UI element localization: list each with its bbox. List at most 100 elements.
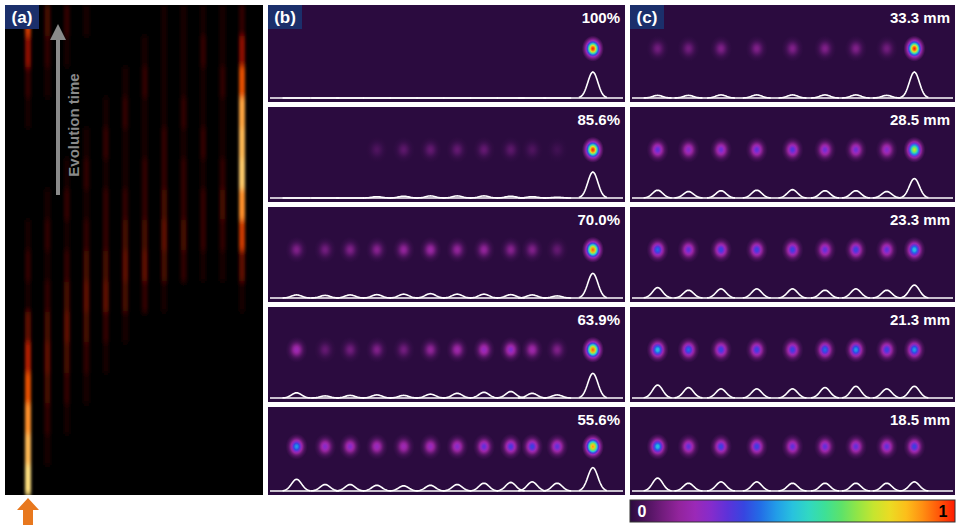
heatmap-cell [103, 341, 109, 373]
profile-baseline [632, 297, 953, 299]
heatmap-cell [103, 5, 109, 36]
spot [903, 434, 925, 460]
spot [366, 237, 388, 263]
heatmap-cell [64, 403, 70, 435]
profile-peak [336, 97, 364, 99]
spot [903, 337, 925, 363]
panel-letter-box [630, 5, 664, 29]
spot [366, 137, 388, 163]
spot [876, 237, 898, 263]
subpanel-background [630, 107, 955, 202]
heatmap-cell [103, 66, 109, 98]
heatmap-cell [83, 219, 89, 251]
heatmap-cell [25, 433, 31, 465]
profile-peak [779, 483, 807, 491]
profile-peak [470, 294, 498, 298]
heatmap-cell [83, 250, 89, 282]
spot [339, 137, 361, 163]
heatmap-cell [44, 66, 50, 98]
spot [446, 137, 468, 163]
profile-peak [579, 72, 607, 97]
heatmap-cell [44, 311, 50, 343]
profile-peak [707, 191, 735, 198]
row-label: 33.3 mm [890, 9, 950, 26]
heatmap-cell [83, 403, 89, 435]
heatmap-cell [103, 372, 109, 404]
spot [286, 237, 308, 263]
profile-peak [470, 392, 498, 398]
subpanel-background [630, 5, 955, 102]
heatmap-cell [103, 35, 109, 67]
panel-letter: (a) [5, 5, 39, 29]
subpanel-marks [270, 137, 623, 198]
spot [814, 36, 836, 62]
profile-peak [811, 95, 839, 98]
spot [314, 434, 336, 460]
heatmap-cell [25, 280, 31, 312]
heatmap-cell [220, 188, 226, 220]
subpanel-marks [632, 137, 953, 198]
spot [546, 237, 568, 263]
profile-peak [518, 97, 546, 99]
spot [500, 434, 522, 460]
heatmap-cell [220, 311, 226, 343]
heatmap-cell [239, 96, 245, 128]
heatmap-cell [200, 66, 206, 98]
heatmap-cell [220, 66, 226, 98]
heatmap-cell [122, 219, 128, 251]
heatmap-cell [220, 464, 226, 495]
heatmap-cell [239, 188, 245, 220]
spot [782, 337, 804, 363]
profile-peak [336, 295, 364, 298]
spot [845, 36, 867, 62]
spot [314, 337, 336, 363]
spot [314, 36, 336, 62]
row-label: 100% [582, 9, 620, 26]
profile-peak [579, 172, 607, 197]
profile-peak [743, 482, 771, 491]
heatmap-cell [103, 127, 109, 159]
spot [314, 137, 336, 163]
heatmap-cell [122, 403, 128, 435]
heatmap-cell [142, 35, 148, 67]
heatmap-cell [122, 464, 128, 495]
heatmap-cell [83, 66, 89, 98]
heatmap-cell [181, 311, 187, 343]
heatmap-cell [122, 96, 128, 128]
profile-peak [675, 95, 703, 98]
figure: Evolution time(a)100%85.6%70.0%63.9%55.6… [0, 0, 960, 527]
heatmap-cell [239, 35, 245, 67]
heatmap-cell [64, 341, 70, 373]
subpanel-background [268, 307, 625, 402]
subpanel-marks [270, 36, 623, 98]
row-label: 21.3 mm [890, 311, 950, 328]
spot [582, 337, 604, 363]
profile-peak [779, 95, 807, 98]
profile-peak [390, 395, 418, 398]
spot [710, 137, 732, 163]
subpanel-marks [632, 434, 953, 491]
heatmap-cell [44, 127, 50, 159]
spot [814, 137, 836, 163]
profile-peak [543, 196, 571, 198]
heatmap-cell [142, 250, 148, 282]
spot [814, 434, 836, 460]
heatmap-cell [142, 341, 148, 373]
spot [419, 137, 441, 163]
heatmap-cell [239, 403, 245, 435]
spot [366, 434, 388, 460]
heatmap-cell [220, 96, 226, 128]
heatmap-cell [25, 158, 31, 190]
subpanel-marks [270, 434, 623, 491]
heatmap-cell [161, 372, 167, 404]
heatmap-cell [103, 96, 109, 128]
heatmap-cell [200, 219, 206, 251]
heatmap-cell [103, 158, 109, 190]
heatmap-cell [122, 66, 128, 98]
panel-letter: (c) [630, 5, 664, 29]
colorbar-tick-label: 0 [638, 503, 647, 520]
heatmap-cell [25, 66, 31, 98]
spot [647, 36, 669, 62]
heatmap-cell [142, 372, 148, 404]
spot [339, 337, 361, 363]
